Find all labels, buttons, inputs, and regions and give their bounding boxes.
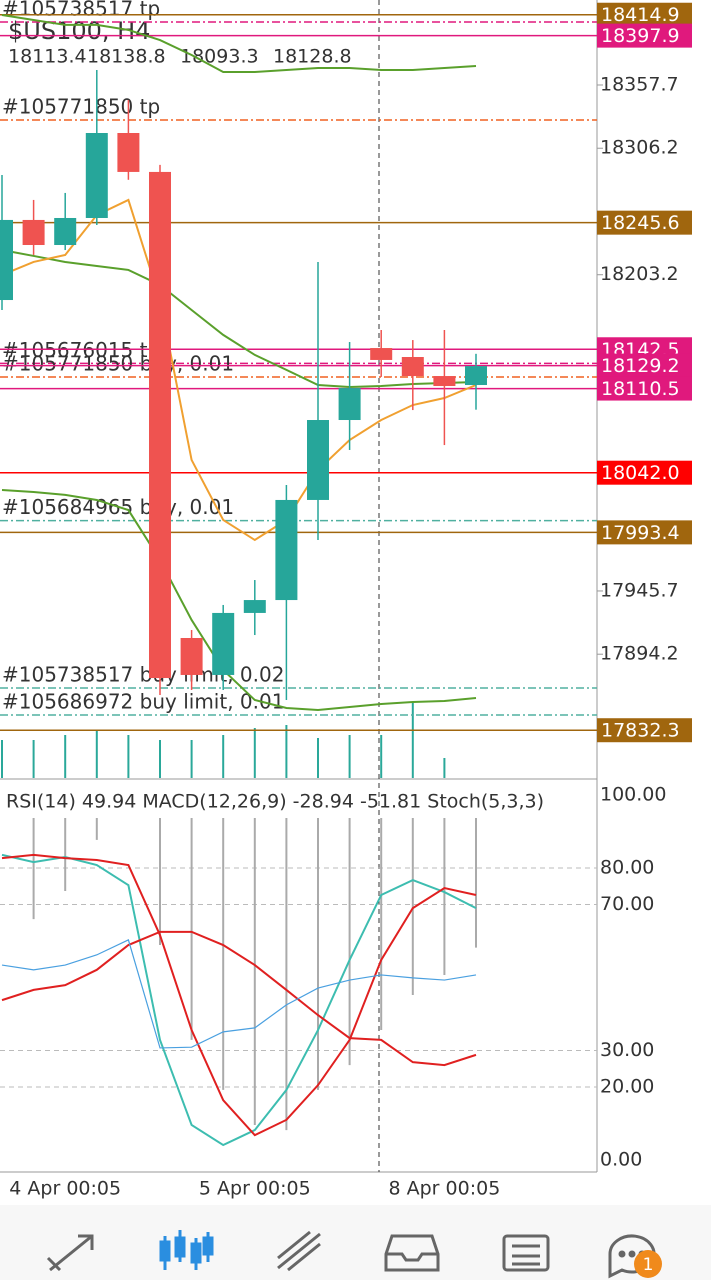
time-label: 8 Apr 00:05 — [389, 1178, 501, 1200]
price-box-label: 18129.2 — [601, 355, 680, 377]
candle-body — [433, 376, 456, 386]
ma-line — [1, 13, 477, 73]
candle-body — [149, 171, 171, 679]
indicator-tick-label: 20.00 — [600, 1076, 654, 1098]
nav-news[interactable] — [502, 1234, 550, 1272]
price-tick-label: 18357.7 — [600, 73, 679, 95]
candle-body — [22, 219, 45, 246]
candle-body — [85, 133, 108, 218]
order-label: #105738517 buy limit, 0.02 — [2, 662, 284, 686]
price-tick-label: 17945.7 — [600, 579, 679, 601]
nav-bar — [0, 1205, 711, 1280]
ma-line — [1, 489, 477, 711]
price-tick-label: 18203.2 — [600, 263, 679, 285]
ma-line — [1, 198, 477, 542]
nav-icons — [46, 1230, 656, 1279]
price-box — [597, 353, 692, 378]
price-box — [597, 460, 692, 485]
indicator-header: RSI(14) 49.94 MACD(12,26,9) -28.94 -51.8… — [6, 791, 544, 813]
low: 18093.3 — [180, 46, 259, 68]
indicator-tick-label: 80.00 — [600, 857, 654, 879]
candle-body — [212, 612, 235, 675]
candle-body — [180, 637, 203, 675]
candle-body — [243, 600, 266, 613]
badge — [634, 1250, 662, 1278]
symbol: $US100, H4 — [8, 17, 150, 45]
indicator-line — [1, 853, 477, 1147]
candle-body — [0, 219, 13, 301]
indicator-tick-label: 100.00 — [600, 784, 666, 806]
open: 18113.4 — [8, 46, 87, 68]
price-box — [597, 23, 692, 48]
nav-history[interactable] — [384, 1234, 440, 1272]
candle-body — [401, 357, 424, 377]
price-box — [597, 2, 692, 27]
time-label: 5 Apr 00:05 — [199, 1178, 311, 1200]
order-label: #105771850 tp — [2, 94, 160, 118]
price-box-label: 18397.9 — [601, 25, 680, 47]
indicator-line — [1, 853, 477, 1137]
order-label: #105771850 buy, 0.01 — [2, 352, 234, 376]
indicator-line — [1, 939, 477, 1049]
order-label: #105738517 tp — [2, 0, 160, 20]
indicator-line — [1, 930, 477, 1067]
price-box-label: 17993.4 — [601, 522, 680, 544]
price-box — [597, 210, 692, 235]
nav-chart[interactable] — [159, 1230, 214, 1270]
candle-body — [465, 366, 487, 386]
indicator-tick-label: 70.00 — [600, 893, 654, 915]
candle-body — [338, 388, 361, 421]
price-box-label: 18110.5 — [601, 378, 680, 400]
close: 18128.8 — [273, 46, 352, 68]
high: 18138.8 — [87, 46, 166, 68]
price-box-label: 17832.3 — [601, 720, 680, 742]
ma-line — [1, 249, 477, 388]
badge-count: 1 — [643, 1255, 654, 1275]
candle-body — [275, 499, 298, 601]
nav-trade[interactable] — [46, 1234, 94, 1272]
candle-body — [370, 348, 393, 360]
price-box-label: 18245.6 — [601, 212, 680, 234]
price-tick-label: 17894.2 — [600, 643, 679, 665]
candle-body — [117, 133, 140, 172]
candle-body — [54, 217, 77, 246]
time-label: 4 Apr 00:05 — [9, 1178, 121, 1200]
price-box — [597, 520, 692, 545]
price-box — [597, 718, 692, 743]
price-box-label: 18042.0 — [601, 462, 680, 484]
nav-trades[interactable] — [277, 1230, 321, 1272]
indicator-tick-label: 0.00 — [600, 1149, 642, 1171]
ohlc-header: 18113.4 18138.8 18093.3 18128.8 — [8, 46, 352, 68]
price-tick-label: 18306.2 — [600, 137, 679, 159]
indicator-tick-label: 30.00 — [600, 1039, 654, 1061]
price-box — [597, 376, 692, 401]
order-label: #105686972 buy limit, 0.01 — [2, 689, 284, 713]
candle-body — [307, 420, 329, 500]
price-box-label: 18414.9 — [601, 4, 680, 26]
